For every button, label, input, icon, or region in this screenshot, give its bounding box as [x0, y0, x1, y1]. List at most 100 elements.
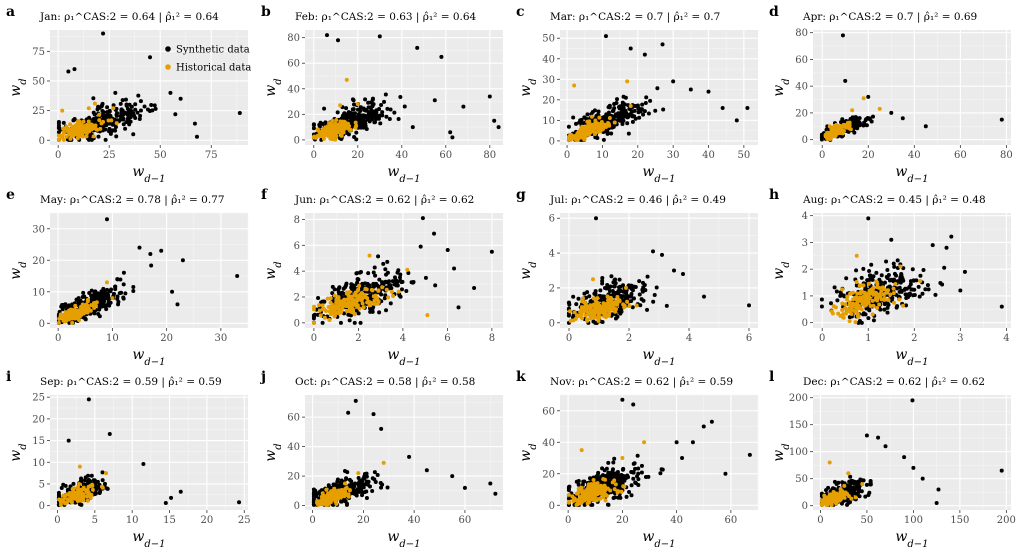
data-point — [916, 284, 921, 289]
data-point — [579, 135, 584, 140]
data-point — [350, 300, 355, 305]
data-point — [366, 284, 371, 289]
data-point — [100, 478, 105, 483]
data-point — [595, 315, 600, 320]
points-layer — [311, 398, 498, 507]
data-point — [107, 432, 112, 437]
x-tick-label: 40 — [908, 150, 921, 161]
data-point — [877, 302, 882, 307]
data-point — [372, 470, 377, 475]
data-point — [120, 98, 125, 103]
panel-letter: e — [6, 187, 15, 203]
data-point — [844, 276, 849, 281]
data-point — [688, 87, 693, 92]
data-point — [819, 297, 824, 302]
y-tick-label: 10 — [32, 287, 45, 298]
data-point — [121, 282, 126, 287]
data-point — [600, 297, 605, 302]
y-tick-label: 20 — [32, 256, 45, 267]
points-layer — [56, 217, 240, 325]
data-point — [615, 97, 620, 102]
x-tick-label: 3 — [957, 333, 963, 344]
data-point — [342, 468, 347, 473]
data-point — [107, 126, 112, 131]
data-point — [631, 476, 636, 481]
data-point — [648, 98, 653, 103]
x-axis-label: wd−1 — [132, 164, 165, 185]
y-tick-label: 80 — [287, 33, 300, 44]
data-point — [432, 98, 437, 103]
panel-letter: i — [6, 369, 11, 385]
data-point — [70, 497, 75, 502]
data-point — [344, 502, 349, 507]
data-point — [566, 300, 571, 305]
data-point — [450, 135, 455, 140]
x-tick-label: 200 — [997, 515, 1016, 526]
panel-b: b Feb: ρ₁^CAS:2 = 0.63 | ρ̂₁² = 0.640 20 40… — [261, 4, 503, 185]
data-point — [886, 298, 891, 303]
x-axis-label: wd−1 — [387, 347, 420, 368]
data-point — [889, 110, 894, 115]
data-point — [610, 472, 615, 477]
data-point — [672, 268, 676, 273]
data-point — [589, 127, 594, 132]
data-point — [439, 54, 444, 59]
data-point — [311, 494, 316, 499]
data-point — [445, 247, 450, 252]
data-point — [834, 127, 839, 132]
data-point — [106, 294, 111, 299]
data-point — [616, 291, 621, 296]
data-point — [83, 128, 88, 133]
data-point — [97, 307, 102, 312]
data-point — [142, 104, 147, 109]
data-point — [379, 426, 384, 431]
data-point — [618, 310, 623, 315]
data-point — [404, 288, 409, 293]
data-point — [347, 312, 352, 317]
data-point — [875, 285, 880, 290]
data-point — [61, 126, 66, 131]
data-point — [828, 301, 833, 306]
data-point — [642, 52, 647, 57]
data-point — [96, 311, 101, 316]
data-point — [570, 136, 575, 141]
data-point — [98, 126, 103, 131]
data-point — [138, 113, 143, 118]
data-point — [60, 108, 65, 113]
data-point — [604, 473, 609, 478]
data-point — [339, 133, 344, 138]
data-point — [840, 33, 845, 38]
data-point — [600, 122, 605, 127]
data-point — [580, 130, 585, 135]
data-point — [898, 280, 903, 285]
data-point — [357, 124, 362, 129]
data-point — [370, 476, 375, 481]
data-point — [346, 410, 351, 415]
data-point — [571, 294, 576, 299]
data-point — [900, 116, 905, 121]
data-point — [576, 482, 581, 487]
y-tick-label: 1 — [802, 291, 808, 302]
data-point — [958, 288, 963, 293]
data-point — [81, 290, 86, 295]
data-point — [108, 115, 113, 120]
data-point — [72, 67, 77, 72]
data-point — [138, 108, 143, 113]
x-tick-label: 25 — [238, 515, 251, 526]
data-point — [584, 295, 589, 300]
data-point — [396, 116, 401, 121]
data-point — [323, 120, 328, 125]
data-point — [858, 291, 863, 296]
x-tick-label: 20 — [351, 150, 364, 161]
y-tick-label: 0 — [39, 136, 45, 147]
data-point — [898, 264, 903, 269]
data-point — [370, 489, 375, 494]
data-point — [104, 217, 109, 222]
data-point — [141, 462, 146, 466]
data-point — [343, 499, 348, 504]
data-point — [588, 316, 593, 321]
x-tick-label: 20 — [616, 515, 629, 526]
x-tick-label: 0 — [55, 150, 61, 161]
x-tick-label: 15 — [163, 515, 176, 526]
x-axis-label: wd−1 — [132, 529, 165, 550]
